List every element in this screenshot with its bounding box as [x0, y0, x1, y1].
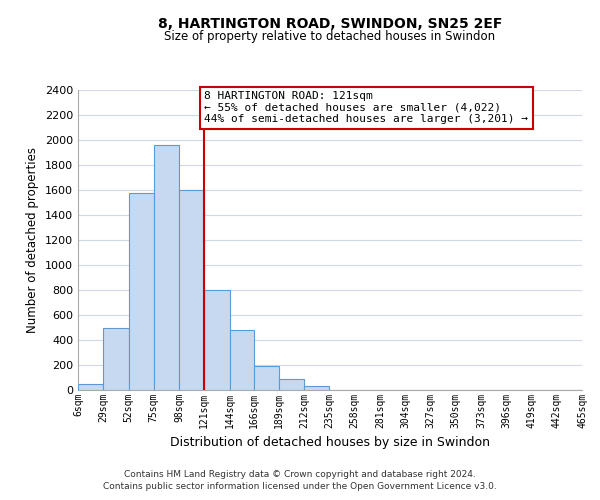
- Bar: [179, 190, 204, 390]
- Text: Contains HM Land Registry data © Crown copyright and database right 2024.: Contains HM Land Registry data © Crown c…: [124, 470, 476, 479]
- Bar: [103, 328, 128, 390]
- Text: Contains public sector information licensed under the Open Government Licence v3: Contains public sector information licen…: [103, 482, 497, 491]
- Bar: [204, 290, 230, 390]
- Bar: [279, 379, 304, 390]
- Text: 8, HARTINGTON ROAD, SWINDON, SN25 2EF: 8, HARTINGTON ROAD, SWINDON, SN25 2EF: [158, 18, 502, 32]
- Bar: [304, 386, 329, 390]
- Bar: [254, 366, 279, 390]
- Bar: [78, 384, 103, 390]
- Bar: [128, 192, 154, 390]
- Y-axis label: Number of detached properties: Number of detached properties: [26, 147, 40, 333]
- Bar: [154, 145, 179, 390]
- Text: 8 HARTINGTON ROAD: 121sqm
← 55% of detached houses are smaller (4,022)
44% of se: 8 HARTINGTON ROAD: 121sqm ← 55% of detac…: [204, 91, 528, 124]
- Text: Size of property relative to detached houses in Swindon: Size of property relative to detached ho…: [164, 30, 496, 43]
- Bar: [230, 330, 254, 390]
- X-axis label: Distribution of detached houses by size in Swindon: Distribution of detached houses by size …: [170, 436, 490, 450]
